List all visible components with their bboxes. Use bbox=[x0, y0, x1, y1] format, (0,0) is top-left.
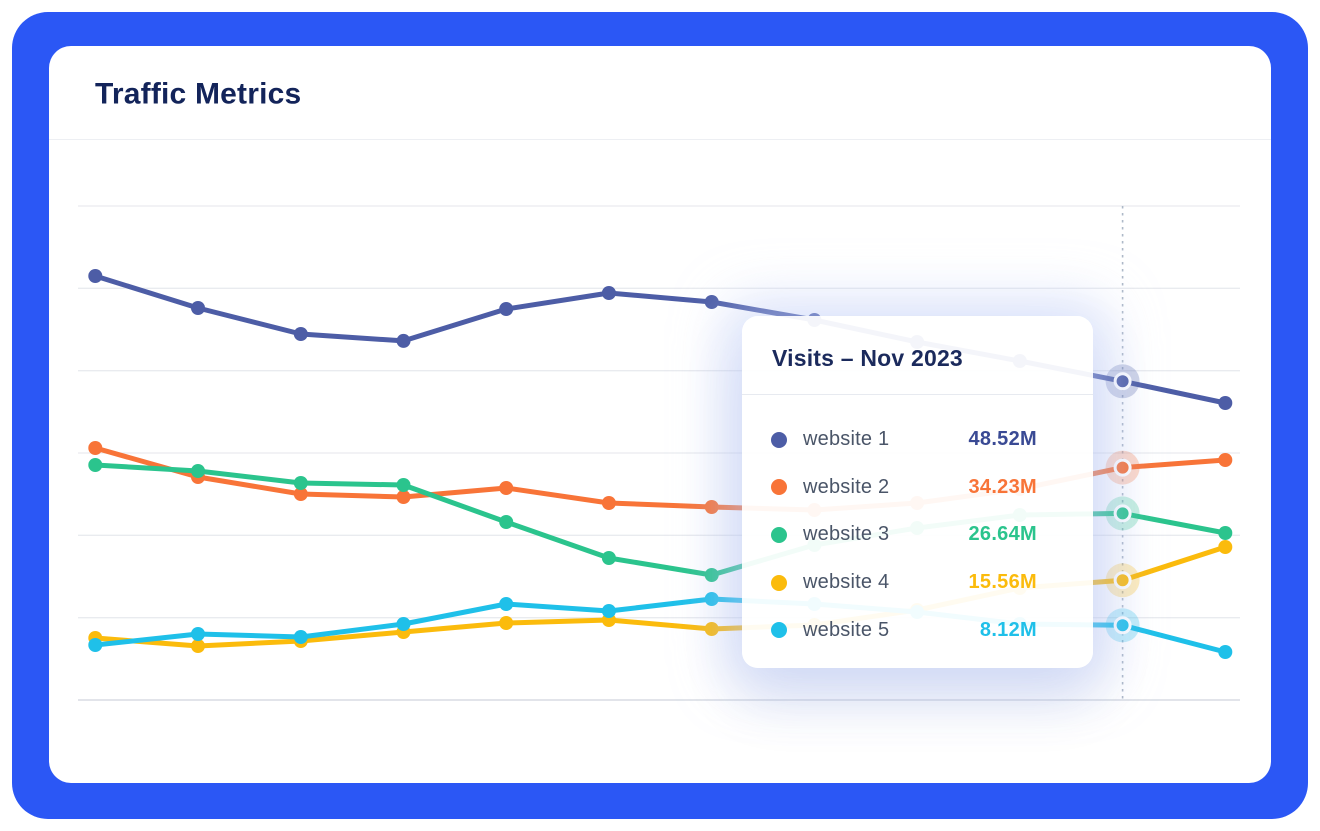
hovered-data-point-website-5 bbox=[1113, 616, 1132, 635]
data-point-website-3 bbox=[1218, 526, 1233, 540]
tooltip-series-label: website 1 bbox=[803, 428, 890, 451]
data-point-website-5 bbox=[704, 592, 719, 606]
series-color-dot-icon bbox=[771, 526, 787, 543]
hovered-data-point-website-2 bbox=[1113, 458, 1132, 477]
data-point-website-2 bbox=[499, 481, 514, 495]
hovered-data-point-website-4 bbox=[1113, 571, 1132, 590]
data-point-website-4 bbox=[499, 616, 514, 630]
series-color-dot-icon bbox=[771, 479, 787, 496]
series-color-dot-icon bbox=[771, 574, 787, 591]
data-point-website-2 bbox=[1218, 453, 1233, 467]
data-point-website-5 bbox=[396, 617, 411, 631]
data-point-website-2 bbox=[704, 500, 719, 514]
series-color-dot-icon bbox=[771, 622, 787, 639]
tooltip-series-value: 8.12M bbox=[979, 618, 1037, 641]
data-point-website-4 bbox=[191, 639, 205, 653]
data-point-website-4 bbox=[704, 622, 719, 636]
data-point-website-1 bbox=[88, 269, 103, 283]
tooltip-row: website 3 26.64M bbox=[771, 511, 1037, 559]
data-point-website-5 bbox=[293, 630, 308, 644]
data-point-website-1 bbox=[499, 302, 514, 316]
data-point-website-5 bbox=[88, 638, 103, 652]
tooltip-series-value: 26.64M bbox=[968, 523, 1037, 546]
data-point-website-5 bbox=[191, 627, 205, 641]
data-point-website-2 bbox=[293, 487, 308, 501]
data-point-website-3 bbox=[396, 478, 411, 492]
tooltip-row: website 5 8.12M bbox=[771, 606, 1037, 654]
tooltip-header: Visits – Nov 2023 bbox=[742, 316, 1093, 395]
series-color-dot-icon bbox=[771, 431, 787, 448]
data-point-website-1 bbox=[1218, 396, 1233, 410]
data-point-website-2 bbox=[396, 490, 411, 504]
hovered-data-point-website-1 bbox=[1113, 372, 1132, 391]
data-point-website-1 bbox=[601, 286, 616, 300]
card-header: Traffic Metrics bbox=[49, 46, 1271, 139]
data-point-website-3 bbox=[88, 458, 103, 472]
hovered-data-point-website-3 bbox=[1113, 504, 1132, 523]
tooltip-series-label: website 2 bbox=[803, 475, 890, 498]
data-point-website-1 bbox=[293, 327, 308, 341]
data-point-website-4 bbox=[1218, 540, 1233, 554]
data-point-website-3 bbox=[499, 515, 514, 529]
tooltip-series-label: website 5 bbox=[803, 618, 890, 641]
data-point-website-1 bbox=[396, 333, 411, 348]
data-point-website-5 bbox=[601, 604, 616, 618]
data-point-website-2 bbox=[88, 441, 103, 455]
data-point-website-1 bbox=[191, 301, 205, 315]
tooltip-legend: website 1 48.52M website 2 34.23M website 3 2… bbox=[742, 395, 1093, 654]
tooltip-series-value: 15.56M bbox=[968, 571, 1037, 594]
tooltip-title: Visits – Nov 2023 bbox=[772, 344, 963, 371]
tooltip-row: website 4 15.56M bbox=[771, 559, 1037, 607]
tooltip-series-value: 34.23M bbox=[968, 475, 1037, 498]
data-point-website-3 bbox=[293, 476, 308, 490]
data-point-website-3 bbox=[704, 568, 719, 582]
tooltip-series-value: 48.52M bbox=[968, 428, 1037, 451]
tooltip-series-label: website 4 bbox=[803, 571, 890, 594]
data-point-website-2 bbox=[601, 496, 616, 510]
page-title: Traffic Metrics bbox=[95, 76, 302, 110]
data-point-website-5 bbox=[1218, 645, 1233, 659]
data-point-website-3 bbox=[191, 464, 205, 478]
header-divider bbox=[49, 139, 1271, 140]
tooltip-row: website 2 34.23M bbox=[771, 464, 1037, 512]
data-point-website-1 bbox=[704, 295, 719, 309]
data-point-website-3 bbox=[601, 551, 616, 565]
tooltip-row: website 1 48.52M bbox=[771, 416, 1037, 464]
data-point-website-5 bbox=[499, 597, 514, 611]
tooltip-series-label: website 3 bbox=[803, 523, 890, 546]
chart-tooltip: Visits – Nov 2023 website 1 48.52M website… bbox=[742, 316, 1093, 668]
